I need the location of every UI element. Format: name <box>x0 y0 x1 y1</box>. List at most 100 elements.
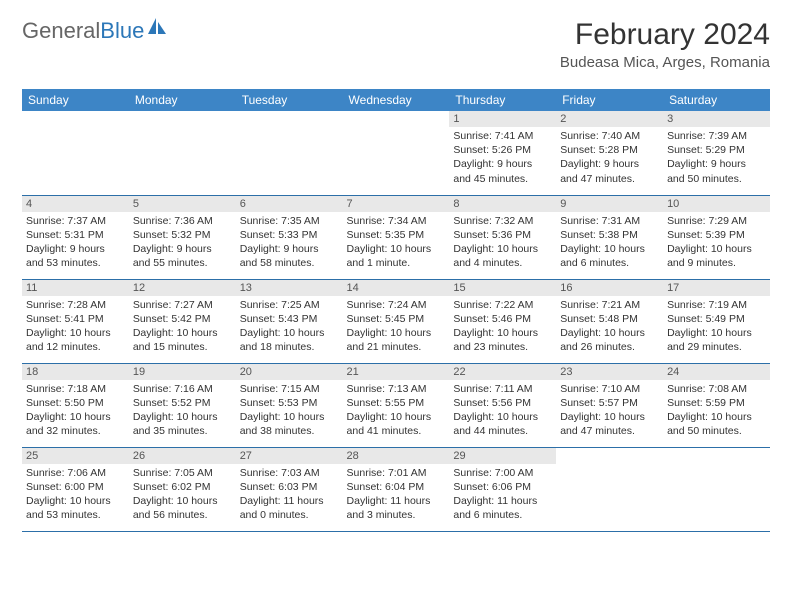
day-header: Friday <box>556 89 663 111</box>
day-number: 10 <box>663 196 770 212</box>
sunrise-text: Sunrise: 7:32 AM <box>453 214 552 228</box>
sunrise-text: Sunrise: 7:00 AM <box>453 466 552 480</box>
daylight-text: Daylight: 9 hours and 58 minutes. <box>240 242 339 270</box>
calendar-cell: 4Sunrise: 7:37 AMSunset: 5:31 PMDaylight… <box>22 195 129 279</box>
day-details: Sunrise: 7:24 AMSunset: 5:45 PMDaylight:… <box>347 298 446 355</box>
daylight-text: Daylight: 10 hours and 32 minutes. <box>26 410 125 438</box>
calendar-cell: 29 Sunrise: 7:00 AMSunset: 6:06 PMDayligh… <box>449 447 556 531</box>
daylight-text: Daylight: 10 hours and 41 minutes. <box>347 410 446 438</box>
daylight-text: Daylight: 10 hours and 29 minutes. <box>667 326 766 354</box>
sunrise-text: Sunrise: 7:24 AM <box>347 298 446 312</box>
day-number: 4 <box>22 196 129 212</box>
daylight-text: Daylight: 10 hours and 38 minutes. <box>240 410 339 438</box>
sunset-text: Sunset: 5:53 PM <box>240 396 339 410</box>
calendar-cell: 2Sunrise: 7:40 AMSunset: 5:28 PMDaylight… <box>556 111 663 195</box>
sunset-text: Sunset: 5:43 PM <box>240 312 339 326</box>
sunrise-text: Sunrise: 7:18 AM <box>26 382 125 396</box>
sunrise-text: Sunrise: 7:05 AM <box>133 466 232 480</box>
day-number: 3 <box>663 111 770 127</box>
day-header-row: Sunday Monday Tuesday Wednesday Thursday… <box>22 89 770 111</box>
sunset-text: Sunset: 5:31 PM <box>26 228 125 242</box>
day-number: 29 <box>449 448 556 464</box>
day-details: Sunrise: 7:15 AMSunset: 5:53 PMDaylight:… <box>240 382 339 439</box>
calendar-week: 11Sunrise: 7:28 AMSunset: 5:41 PMDayligh… <box>22 279 770 363</box>
day-number: 12 <box>129 280 236 296</box>
day-number: 9 <box>556 196 663 212</box>
calendar-cell: 8 Sunrise: 7:32 AMSunset: 5:36 PMDaylight… <box>449 195 556 279</box>
day-details: Sunrise: 7:03 AMSunset: 6:03 PMDaylight:… <box>240 466 339 523</box>
sunset-text: Sunset: 5:26 PM <box>453 143 552 157</box>
day-number: 7 <box>343 196 450 212</box>
day-number: 13 <box>236 280 343 296</box>
calendar-cell: 18Sunrise: 7:18 AMSunset: 5:50 PMDayligh… <box>22 363 129 447</box>
calendar-cell <box>343 111 450 195</box>
day-number: 6 <box>236 196 343 212</box>
sunset-text: Sunset: 5:46 PM <box>453 312 552 326</box>
sunset-text: Sunset: 5:33 PM <box>240 228 339 242</box>
sunset-text: Sunset: 6:04 PM <box>347 480 446 494</box>
calendar-cell: 10 Sunrise: 7:29 AMSunset: 5:39 PMDayligh… <box>663 195 770 279</box>
sunset-text: Sunset: 5:56 PM <box>453 396 552 410</box>
day-details: Sunrise: 7:19 AMSunset: 5:49 PMDaylight:… <box>667 298 766 355</box>
day-number: 22 <box>449 364 556 380</box>
daylight-text: Daylight: 9 hours and 45 minutes. <box>453 157 552 185</box>
calendar-week: 25Sunrise: 7:06 AMSunset: 6:00 PMDayligh… <box>22 447 770 531</box>
day-details: Sunrise: 7:10 AMSunset: 5:57 PMDaylight:… <box>560 382 659 439</box>
calendar-cell: 21Sunrise: 7:13 AMSunset: 5:55 PMDayligh… <box>343 363 450 447</box>
daylight-text: Daylight: 11 hours and 0 minutes. <box>240 494 339 522</box>
calendar-body: 1Sunrise: 7:41 AMSunset: 5:26 PMDaylight… <box>22 111 770 531</box>
calendar-cell: 1Sunrise: 7:41 AMSunset: 5:26 PMDaylight… <box>449 111 556 195</box>
day-details: Sunrise: 7:25 AMSunset: 5:43 PMDaylight:… <box>240 298 339 355</box>
day-header: Sunday <box>22 89 129 111</box>
sunset-text: Sunset: 5:36 PM <box>453 228 552 242</box>
day-number <box>236 111 343 127</box>
month-title: February 2024 <box>560 18 770 52</box>
daylight-text: Daylight: 10 hours and 4 minutes. <box>453 242 552 270</box>
day-details: Sunrise: 7:06 AMSunset: 6:00 PMDaylight:… <box>26 466 125 523</box>
sunset-text: Sunset: 5:57 PM <box>560 396 659 410</box>
sunrise-text: Sunrise: 7:08 AM <box>667 382 766 396</box>
daylight-text: Daylight: 10 hours and 50 minutes. <box>667 410 766 438</box>
daylight-text: Daylight: 9 hours and 55 minutes. <box>133 242 232 270</box>
logo: GeneralBlue <box>22 18 168 44</box>
day-number: 8 <box>449 196 556 212</box>
calendar-cell: 27Sunrise: 7:03 AMSunset: 6:03 PMDayligh… <box>236 447 343 531</box>
sunrise-text: Sunrise: 7:11 AM <box>453 382 552 396</box>
title-block: February 2024 Budeasa Mica, Arges, Roman… <box>560 18 770 71</box>
sunset-text: Sunset: 6:03 PM <box>240 480 339 494</box>
day-details: Sunrise: 7:01 AMSunset: 6:04 PMDaylight:… <box>347 466 446 523</box>
daylight-text: Daylight: 10 hours and 18 minutes. <box>240 326 339 354</box>
day-details: Sunrise: 7:29 AMSunset: 5:39 PMDaylight:… <box>667 214 766 271</box>
day-details: Sunrise: 7:00 AMSunset: 6:06 PMDaylight:… <box>453 466 552 523</box>
day-details: Sunrise: 7:21 AMSunset: 5:48 PMDaylight:… <box>560 298 659 355</box>
calendar-cell: 6 Sunrise: 7:35 AMSunset: 5:33 PMDaylight… <box>236 195 343 279</box>
sunset-text: Sunset: 5:41 PM <box>26 312 125 326</box>
sunrise-text: Sunrise: 7:37 AM <box>26 214 125 228</box>
sunset-text: Sunset: 5:38 PM <box>560 228 659 242</box>
calendar-cell: 12Sunrise: 7:27 AMSunset: 5:42 PMDayligh… <box>129 279 236 363</box>
day-details: Sunrise: 7:34 AMSunset: 5:35 PMDaylight:… <box>347 214 446 271</box>
day-number: 16 <box>556 280 663 296</box>
location: Budeasa Mica, Arges, Romania <box>560 54 770 71</box>
daylight-text: Daylight: 10 hours and 23 minutes. <box>453 326 552 354</box>
sunrise-text: Sunrise: 7:39 AM <box>667 129 766 143</box>
daylight-text: Daylight: 10 hours and 26 minutes. <box>560 326 659 354</box>
day-header: Tuesday <box>236 89 343 111</box>
calendar-cell: 13 Sunrise: 7:25 AMSunset: 5:43 PMDayligh… <box>236 279 343 363</box>
day-number <box>22 111 129 127</box>
day-number: 17 <box>663 280 770 296</box>
daylight-text: Daylight: 10 hours and 21 minutes. <box>347 326 446 354</box>
sunrise-text: Sunrise: 7:36 AM <box>133 214 232 228</box>
calendar-cell <box>22 111 129 195</box>
daylight-text: Daylight: 10 hours and 53 minutes. <box>26 494 125 522</box>
day-details: Sunrise: 7:08 AMSunset: 5:59 PMDaylight:… <box>667 382 766 439</box>
sunrise-text: Sunrise: 7:10 AM <box>560 382 659 396</box>
calendar-cell: 22Sunrise: 7:11 AMSunset: 5:56 PMDayligh… <box>449 363 556 447</box>
day-details: Sunrise: 7:35 AMSunset: 5:33 PMDaylight:… <box>240 214 339 271</box>
sunset-text: Sunset: 5:35 PM <box>347 228 446 242</box>
sunset-text: Sunset: 6:06 PM <box>453 480 552 494</box>
day-details: Sunrise: 7:18 AMSunset: 5:50 PMDaylight:… <box>26 382 125 439</box>
header: GeneralBlue February 2024 Budeasa Mica, … <box>22 18 770 71</box>
sunrise-text: Sunrise: 7:27 AM <box>133 298 232 312</box>
day-details: Sunrise: 7:22 AMSunset: 5:46 PMDaylight:… <box>453 298 552 355</box>
